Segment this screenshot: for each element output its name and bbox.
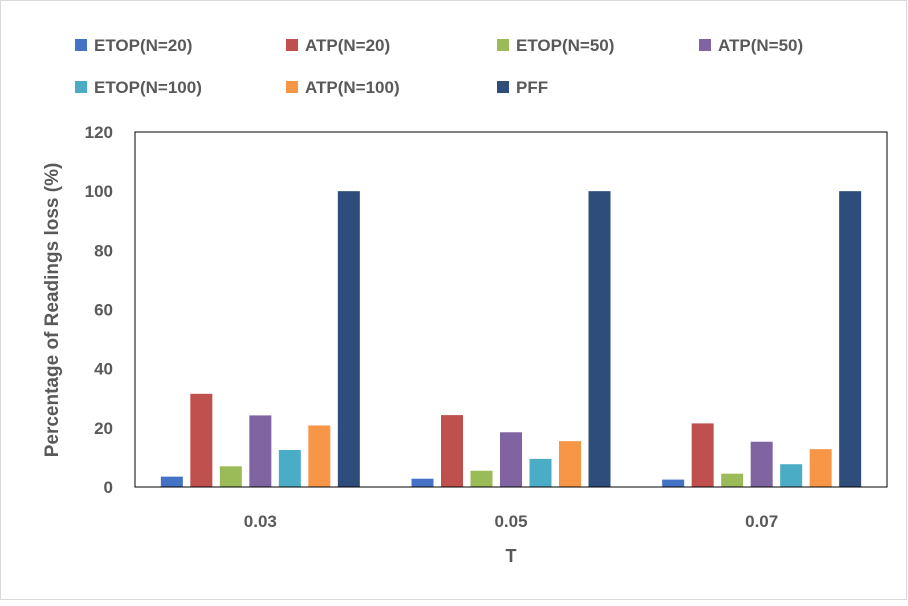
bar-atp-n-100-0.05	[559, 441, 581, 487]
legend-label: ATP(N=100)	[305, 78, 400, 97]
bar-etop-n-50-0.07	[721, 473, 744, 487]
bar-etop-n-50-0.05	[470, 470, 493, 487]
bar-etop-n-20-0.07	[662, 479, 685, 487]
bars	[160, 191, 862, 487]
x-tick-label: 0.05	[494, 512, 527, 531]
bar-atp-n-20-0.05	[441, 415, 463, 487]
y-tick-label: 40	[94, 360, 113, 379]
y-tick-label: 0	[104, 478, 113, 497]
legend-swatch	[75, 39, 87, 51]
legend-label: ETOP(N=100)	[94, 78, 202, 97]
y-tick-label: 80	[94, 241, 113, 260]
x-tick-label: 0.07	[745, 512, 778, 531]
legend-swatch	[75, 81, 87, 93]
plot-area-frame	[134, 131, 888, 488]
legend-label: PFF	[516, 78, 548, 97]
y-tick-label: 60	[94, 301, 113, 320]
bar-pff-0.07	[839, 191, 862, 487]
y-axis-ticks: 0 20 40 60 80 100 120	[85, 123, 113, 497]
bar-etop-n-100-0.07	[780, 464, 803, 487]
legend-swatch	[497, 39, 509, 51]
bar-atp-n-100-0.07	[809, 449, 832, 487]
bar-atp-n-50-0.07	[750, 441, 773, 487]
y-tick-label: 100	[85, 182, 113, 201]
bar-atp-n-100-0.03	[308, 425, 331, 487]
bar-pff-0.05	[588, 191, 611, 487]
bar-etop-n-20-0.03	[160, 476, 183, 487]
bar-atp-n-20-0.07	[691, 423, 714, 487]
bar-pff-0.03	[337, 191, 360, 487]
bar-etop-n-100-0.05	[529, 458, 552, 487]
legend-label: ETOP(N=20)	[94, 36, 192, 55]
legend-label: ATP(N=20)	[305, 36, 390, 55]
legend: ETOP(N=20) ATP(N=20) ETOP(N=50) ATP(N=50) ET…	[75, 36, 803, 97]
legend-label: ATP(N=50)	[718, 36, 803, 55]
x-axis-label: T	[506, 546, 517, 566]
y-axis-label: Percentage of Readings loss (%)	[42, 163, 63, 458]
y-tick-label: 20	[94, 419, 113, 438]
bar-etop-n-50-0.03	[219, 466, 242, 487]
bar-etop-n-20-0.05	[411, 478, 434, 487]
bar-atp-n-20-0.03	[190, 393, 213, 487]
legend-swatch	[286, 39, 298, 51]
bar-atp-n-50-0.05	[500, 432, 522, 487]
bar-atp-n-50-0.03	[249, 415, 272, 487]
x-tick-label: 0.03	[244, 512, 277, 531]
legend-swatch	[286, 81, 298, 93]
legend-label: ETOP(N=50)	[516, 36, 614, 55]
bar-etop-n-100-0.03	[278, 450, 301, 487]
legend-swatch	[699, 39, 711, 51]
legend-swatch	[497, 81, 509, 93]
x-axis-ticks: 0.03 0.05 0.07	[244, 512, 778, 531]
y-tick-label: 120	[85, 123, 113, 142]
